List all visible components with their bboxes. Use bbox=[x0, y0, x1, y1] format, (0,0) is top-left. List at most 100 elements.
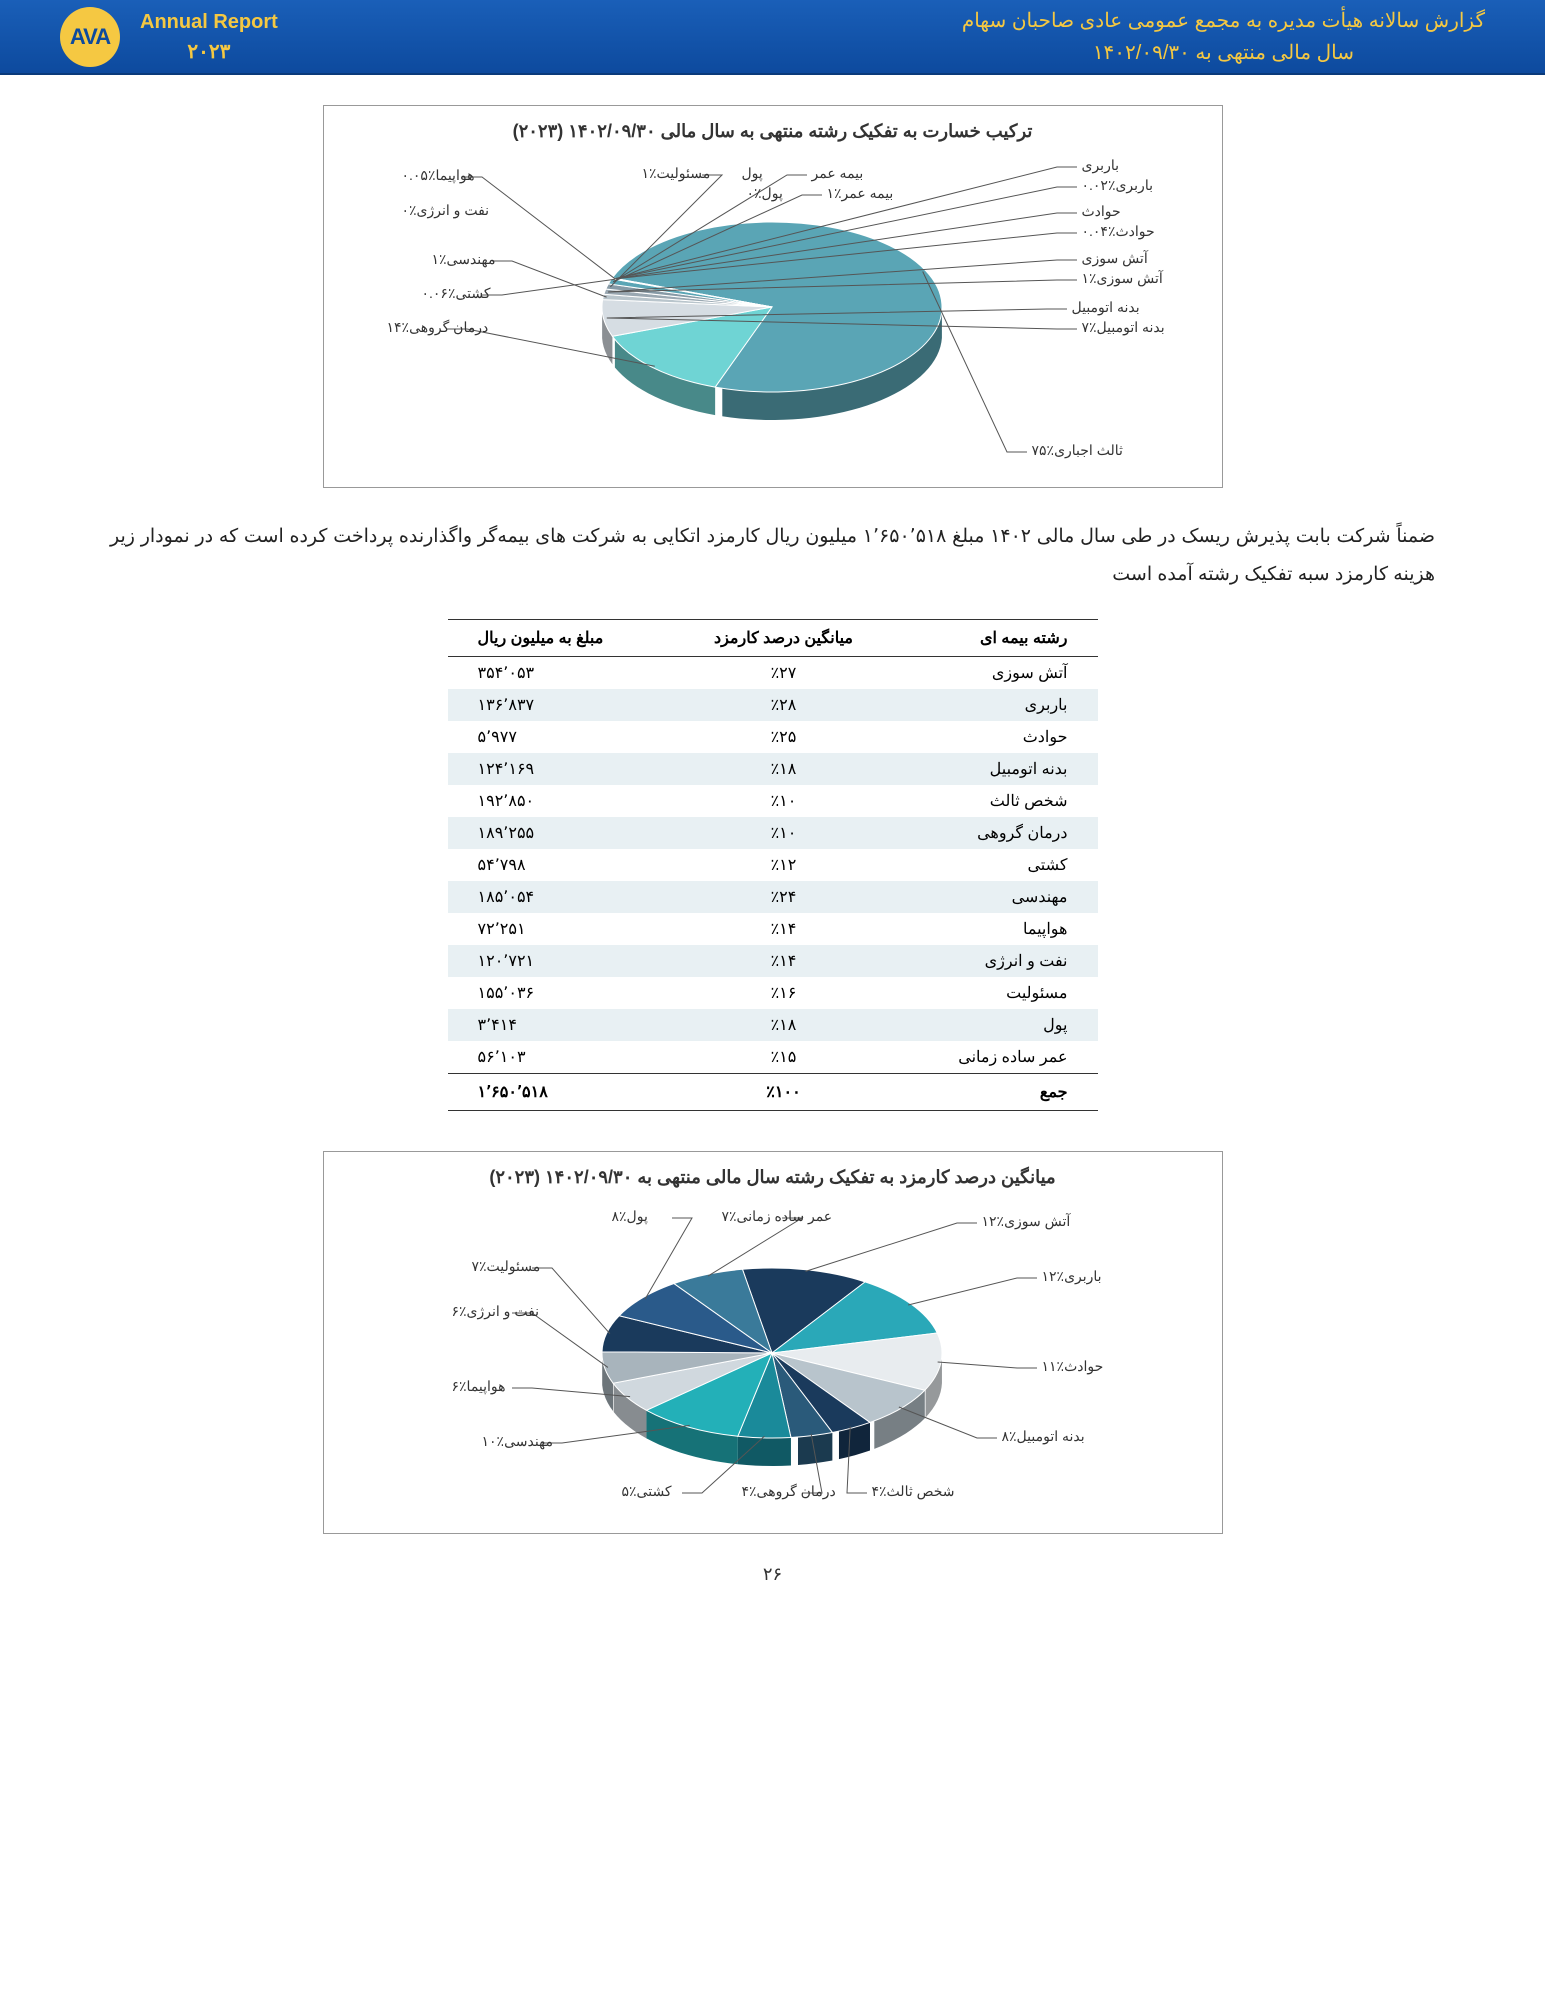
pie-label: بدنه اتومبیل bbox=[1072, 299, 1140, 316]
cell-amount: ۳٬۴۱۴ bbox=[448, 1009, 673, 1041]
pie-label: حوادث٪۰.۰۴ bbox=[1082, 223, 1155, 240]
header-brand-block: Annual Report ۲۰۲۳ AVA bbox=[60, 7, 278, 67]
pie-label: کشتی٪۰.۰۶ bbox=[422, 285, 491, 302]
cell-branch: شخص ثالث bbox=[894, 785, 1097, 817]
cell-branch: عمر ساده زمانی bbox=[894, 1041, 1097, 1074]
cell-pct: ٪۲۵ bbox=[673, 721, 895, 753]
table-row: شخص ثالث٪۱۰۱۹۲٬۸۵۰ bbox=[448, 785, 1098, 817]
brand-title: Annual Report bbox=[140, 7, 278, 37]
cell-pct: ٪۲۷ bbox=[673, 657, 895, 690]
pie-label: پول٪۸ bbox=[612, 1208, 648, 1225]
table-row: هواپیما٪۱۴۷۲٬۲۵۱ bbox=[448, 913, 1098, 945]
cell-branch: هواپیما bbox=[894, 913, 1097, 945]
pie-label: کشتی٪۵ bbox=[622, 1483, 672, 1500]
table-row: کشتی٪۱۲۵۴٬۷۹۸ bbox=[448, 849, 1098, 881]
pie-label: درمان گروهی٪۴ bbox=[742, 1483, 836, 1500]
cell-branch: مهندسی bbox=[894, 881, 1097, 913]
pie-label: نفت و انرژی٪۰ bbox=[402, 202, 490, 219]
cell-amount: ۱۵۵٬۰۳۶ bbox=[448, 977, 673, 1009]
chart2-pie: پول٪۸عمر ساده زمانی٪۷آتش سوزی٪۱۲مسئولیت٪… bbox=[342, 1203, 1202, 1513]
page-number: ۲۶ bbox=[100, 1564, 1445, 1585]
cell-pct: ٪۱۴ bbox=[673, 945, 895, 977]
th-pct: میانگین درصد کارمزد bbox=[673, 620, 895, 657]
pie-label: حوادث bbox=[1082, 203, 1121, 220]
tf-label: جمع bbox=[894, 1074, 1097, 1111]
cell-amount: ۱۸۵٬۰۵۴ bbox=[448, 881, 673, 913]
pie-wall bbox=[737, 1436, 790, 1466]
table-row: درمان گروهی٪۱۰۱۸۹٬۲۵۵ bbox=[448, 817, 1098, 849]
pie-label: باربری٪۰.۰۲ bbox=[1082, 177, 1153, 194]
cell-pct: ٪۱۰ bbox=[673, 785, 895, 817]
cell-amount: ۱۳۶٬۸۳۷ bbox=[448, 689, 673, 721]
pie-label: مسئولیت٪۱ bbox=[642, 165, 711, 182]
cell-branch: درمان گروهی bbox=[894, 817, 1097, 849]
commission-table: رشته بیمه ای میانگین درصد کارمزد مبلغ به… bbox=[448, 619, 1098, 1111]
brand-year: ۲۰۲۳ bbox=[140, 37, 278, 67]
table-row: باربری٪۲۸۱۳۶٬۸۳۷ bbox=[448, 689, 1098, 721]
pie-label: پول٪۰ bbox=[747, 185, 783, 202]
cell-amount: ۵٬۹۷۷ bbox=[448, 721, 673, 753]
pie-label: شخص ثالث٪۴ bbox=[872, 1483, 955, 1500]
pie-label: هواپیما٪۶ bbox=[452, 1378, 506, 1395]
cell-pct: ٪۱۰ bbox=[673, 817, 895, 849]
cell-amount: ۱۹۲٬۸۵۰ bbox=[448, 785, 673, 817]
logo-text: AVA bbox=[70, 24, 110, 50]
cell-pct: ٪۲۴ bbox=[673, 881, 895, 913]
cell-amount: ۱۸۹٬۲۵۵ bbox=[448, 817, 673, 849]
pie-label: عمر ساده زمانی٪۷ bbox=[722, 1208, 833, 1225]
chart2-container: میانگین درصد کارمزد به تفکیک رشته سال ما… bbox=[323, 1151, 1223, 1534]
pie-label: درمان گروهی٪۱۴ bbox=[387, 319, 489, 336]
paragraph-1: ضمناً شرکت بابت پذیرش ریسک در طی سال مال… bbox=[110, 518, 1435, 594]
cell-amount: ۱۲۴٬۱۶۹ bbox=[448, 753, 673, 785]
cell-branch: باربری bbox=[894, 689, 1097, 721]
pie-label: پول bbox=[742, 165, 763, 182]
cell-branch: نفت و انرژی bbox=[894, 945, 1097, 977]
cell-branch: پول bbox=[894, 1009, 1097, 1041]
pie-label: آتش سوزی٪۱ bbox=[1082, 270, 1163, 287]
pie-label: آتش سوزی bbox=[1082, 250, 1148, 267]
table-row: مسئولیت٪۱۶۱۵۵٬۰۳۶ bbox=[448, 977, 1098, 1009]
pie-label: باربری٪۱۲ bbox=[1042, 1268, 1102, 1285]
cell-amount: ۷۲٬۲۵۱ bbox=[448, 913, 673, 945]
pie-label: هواپیما٪۰.۰۵ bbox=[402, 167, 475, 184]
cell-pct: ٪۱۶ bbox=[673, 977, 895, 1009]
logo-icon: AVA bbox=[60, 7, 120, 67]
cell-amount: ۵۴٬۷۹۸ bbox=[448, 849, 673, 881]
header-title-line2: سال مالی منتهی به ۱۴۰۲/۰۹/۳۰ bbox=[962, 37, 1485, 69]
table-row: آتش سوزی٪۲۷۳۵۴٬۰۵۳ bbox=[448, 657, 1098, 690]
chart1-pie: هواپیما٪۰.۰۵ نفت و انرژی٪۰ مهندسی٪۱ کشتی٪۰.… bbox=[342, 157, 1202, 467]
cell-pct: ٪۱۲ bbox=[673, 849, 895, 881]
cell-pct: ٪۱۸ bbox=[673, 753, 895, 785]
chart1-title: ترکیب خسارت به تفکیک رشته منتهی به سال م… bbox=[344, 121, 1202, 142]
table-row: پول٪۱۸۳٬۴۱۴ bbox=[448, 1009, 1098, 1041]
header-title-line1: گزارش سالانه هیأت مدیره به مجمع عمومی عا… bbox=[962, 5, 1485, 37]
tf-pct: ٪۱۰۰ bbox=[673, 1074, 895, 1111]
table-row: نفت و انرژی٪۱۴۱۲۰٬۷۲۱ bbox=[448, 945, 1098, 977]
pie-label: حوادث٪۱۱ bbox=[1042, 1358, 1104, 1375]
th-amount: مبلغ به میلیون ریال bbox=[448, 620, 673, 657]
pie-label: مهندسی٪۱۰ bbox=[482, 1433, 554, 1450]
pie-label: بیمه عمر٪۱ bbox=[827, 185, 894, 202]
pie-label: ثالث اجباری٪۷۵ bbox=[1032, 442, 1123, 459]
table-row: بدنه اتومبیل٪۱۸۱۲۴٬۱۶۹ bbox=[448, 753, 1098, 785]
table-row: مهندسی٪۲۴۱۸۵٬۰۵۴ bbox=[448, 881, 1098, 913]
pie-label: مهندسی٪۱ bbox=[432, 251, 496, 268]
table-row: عمر ساده زمانی٪۱۵۵۶٬۱۰۳ bbox=[448, 1041, 1098, 1074]
pie-label: بیمه عمر bbox=[812, 165, 864, 182]
pie-label: بدنه اتومبیل٪۷ bbox=[1082, 319, 1165, 336]
pie-wall bbox=[798, 1432, 832, 1465]
pie-label: باربری bbox=[1082, 157, 1120, 174]
chart2-title: میانگین درصد کارمزد به تفکیک رشته سال ما… bbox=[344, 1167, 1202, 1188]
pie-label: نفت و انرژی٪۶ bbox=[452, 1303, 540, 1320]
cell-branch: مسئولیت bbox=[894, 977, 1097, 1009]
cell-amount: ۱۲۰٬۷۲۱ bbox=[448, 945, 673, 977]
cell-branch: آتش سوزی bbox=[894, 657, 1097, 690]
report-header: گزارش سالانه هیأت مدیره به مجمع عمومی عا… bbox=[0, 0, 1545, 75]
cell-amount: ۵۶٬۱۰۳ bbox=[448, 1041, 673, 1074]
cell-pct: ٪۲۸ bbox=[673, 689, 895, 721]
cell-pct: ٪۱۵ bbox=[673, 1041, 895, 1074]
pie-label: مسئولیت٪۷ bbox=[472, 1258, 541, 1275]
cell-pct: ٪۱۴ bbox=[673, 913, 895, 945]
cell-amount: ۳۵۴٬۰۵۳ bbox=[448, 657, 673, 690]
cell-branch: حوادث bbox=[894, 721, 1097, 753]
